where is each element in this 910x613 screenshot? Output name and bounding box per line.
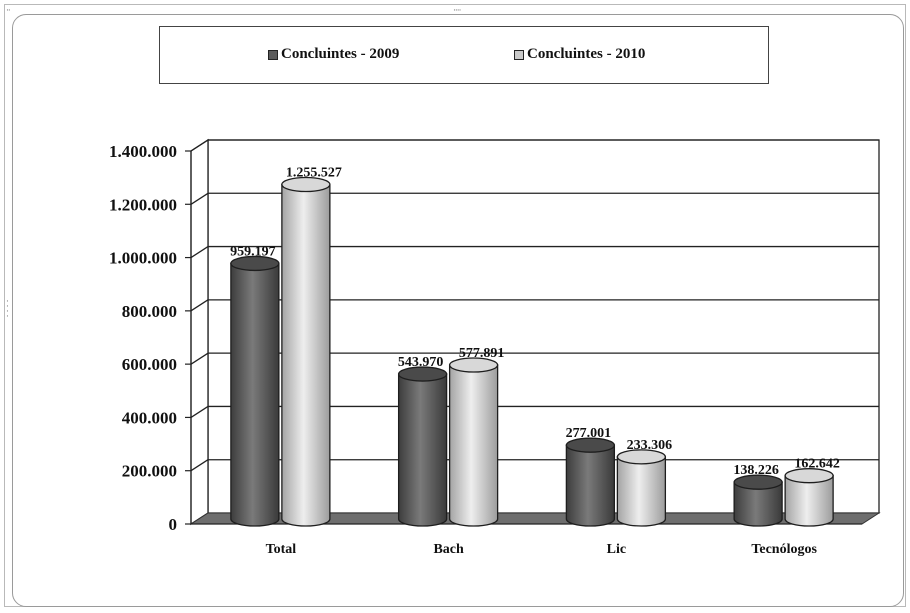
- x-tick-label: Bach: [433, 542, 464, 557]
- data-label: 577.891: [459, 346, 505, 361]
- x-tick-label: Total: [266, 542, 297, 557]
- legend-label-2009: Concluintes - 2009: [281, 46, 400, 62]
- legend-swatch-2010: [514, 49, 524, 60]
- bar-body: [565, 444, 616, 527]
- gridline-side: [190, 192, 209, 205]
- y-tick-label: 400.000: [122, 408, 177, 427]
- y-tick-label: 0: [169, 515, 178, 534]
- bar: 162.642: [784, 457, 840, 527]
- data-label: 543.970: [398, 355, 444, 370]
- legend-swatch-2009: [268, 49, 278, 60]
- bar: 959.197: [230, 244, 280, 527]
- gridline-side: [190, 352, 209, 365]
- bar: 277.001: [565, 426, 616, 527]
- data-label: 959.197: [230, 244, 276, 259]
- x-axis-labels: Total Bach Lic Tecnólogos: [266, 542, 818, 557]
- x-tick-label: Tecnólogos: [751, 542, 817, 557]
- gridline-side: [190, 459, 209, 472]
- bar-top: [616, 449, 667, 465]
- bar-top: [397, 366, 448, 382]
- legend-item-2009: Concluintes - 2009: [268, 46, 399, 63]
- bar-body: [616, 456, 667, 527]
- bar-top: [281, 176, 331, 193]
- bar: 138.226: [733, 463, 783, 527]
- y-tick-label: 1.000.000: [109, 249, 177, 268]
- data-label: 138.226: [733, 463, 779, 478]
- bar-top: [565, 437, 616, 453]
- bar-body: [397, 373, 448, 527]
- y-tick-label: 1.400.000: [109, 142, 177, 161]
- gridline-side: [190, 299, 209, 312]
- data-label: 162.642: [794, 457, 840, 472]
- data-label: 277.001: [566, 426, 612, 441]
- y-axis-ticks: 0 200.000 400.000 600.000 800.000 1.000.000 1.…: [109, 142, 862, 534]
- bar-top: [784, 468, 834, 484]
- y-tick-label: 1.200.000: [109, 195, 177, 214]
- x-tick-label: Lic: [607, 542, 626, 557]
- gridline-side: [190, 139, 209, 152]
- top-resize-handle[interactable]: ····: [453, 6, 462, 16]
- gridline-side: [190, 246, 209, 259]
- y-tick-label: 800.000: [122, 302, 177, 321]
- bar-top: [733, 474, 783, 490]
- bar-body: [281, 183, 331, 527]
- bars: 959.197 1.255.527 543.970 577.891 277.001 233…: [230, 165, 840, 527]
- y-tick-label: 600.000: [122, 355, 177, 374]
- data-label: 1.255.527: [286, 165, 342, 180]
- legend: Concluintes - 2009 Concluintes - 2010: [159, 26, 769, 84]
- bar: 577.891: [448, 346, 505, 527]
- bar: 543.970: [397, 355, 448, 527]
- left-resize-handle[interactable]: · · · ·: [6, 297, 9, 322]
- bar: 1.255.527: [281, 165, 342, 527]
- bar: 233.306: [616, 438, 673, 527]
- bar-body: [230, 262, 280, 527]
- bar-top: [448, 357, 499, 373]
- legend-item-2010: Concluintes - 2010: [514, 46, 645, 63]
- side-wall: [190, 138, 209, 526]
- bar-body: [784, 475, 834, 527]
- y-tick-label: 200.000: [122, 462, 177, 481]
- gridline-side: [190, 405, 209, 418]
- bar-body: [448, 364, 499, 527]
- corner-resize-handle[interactable]: ··: [6, 6, 11, 16]
- data-label: 233.306: [627, 438, 673, 453]
- legend-label-2010: Concluintes - 2010: [527, 46, 646, 62]
- bar-top: [230, 255, 280, 272]
- bar-body: [733, 481, 783, 527]
